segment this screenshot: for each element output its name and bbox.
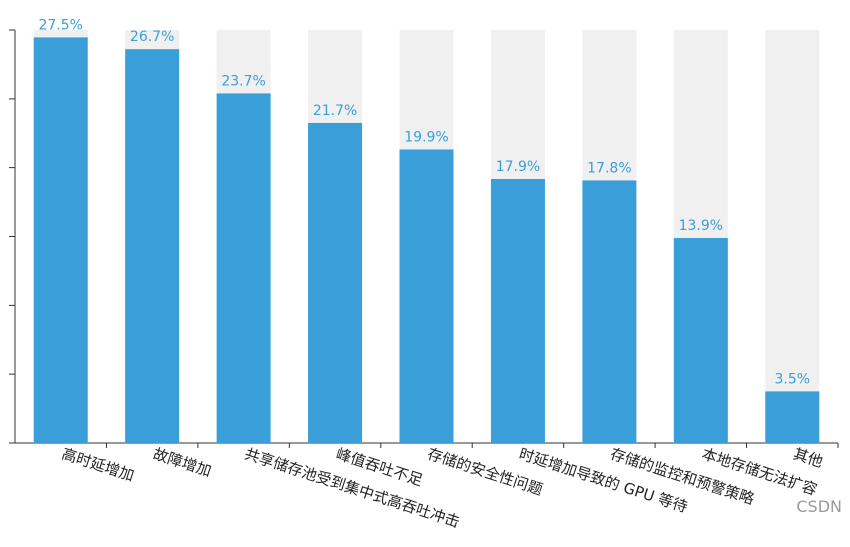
bar bbox=[216, 93, 271, 444]
x-tick-label: 其他 bbox=[791, 445, 825, 471]
bar bbox=[33, 37, 88, 443]
value-label: 13.9% bbox=[679, 218, 723, 234]
watermark: CSDN bbox=[796, 497, 842, 516]
value-label: 19.9% bbox=[404, 129, 448, 145]
value-label: 17.8% bbox=[587, 160, 631, 176]
bar bbox=[582, 180, 637, 443]
value-label: 23.7% bbox=[221, 73, 265, 89]
value-label: 26.7% bbox=[130, 29, 174, 45]
x-tick-label: 故障增加 bbox=[151, 445, 214, 481]
bar bbox=[490, 178, 545, 443]
value-label: 27.5% bbox=[38, 17, 82, 33]
value-label: 21.7% bbox=[313, 103, 357, 119]
bar-background bbox=[765, 30, 820, 443]
bar bbox=[125, 49, 180, 444]
bar bbox=[399, 149, 454, 443]
bar bbox=[308, 122, 363, 444]
value-label: 17.9% bbox=[496, 159, 540, 175]
bar bbox=[673, 237, 728, 443]
value-label: 3.5% bbox=[774, 371, 810, 387]
x-tick-label: 高时延增加 bbox=[59, 445, 136, 485]
bar bbox=[765, 391, 820, 443]
